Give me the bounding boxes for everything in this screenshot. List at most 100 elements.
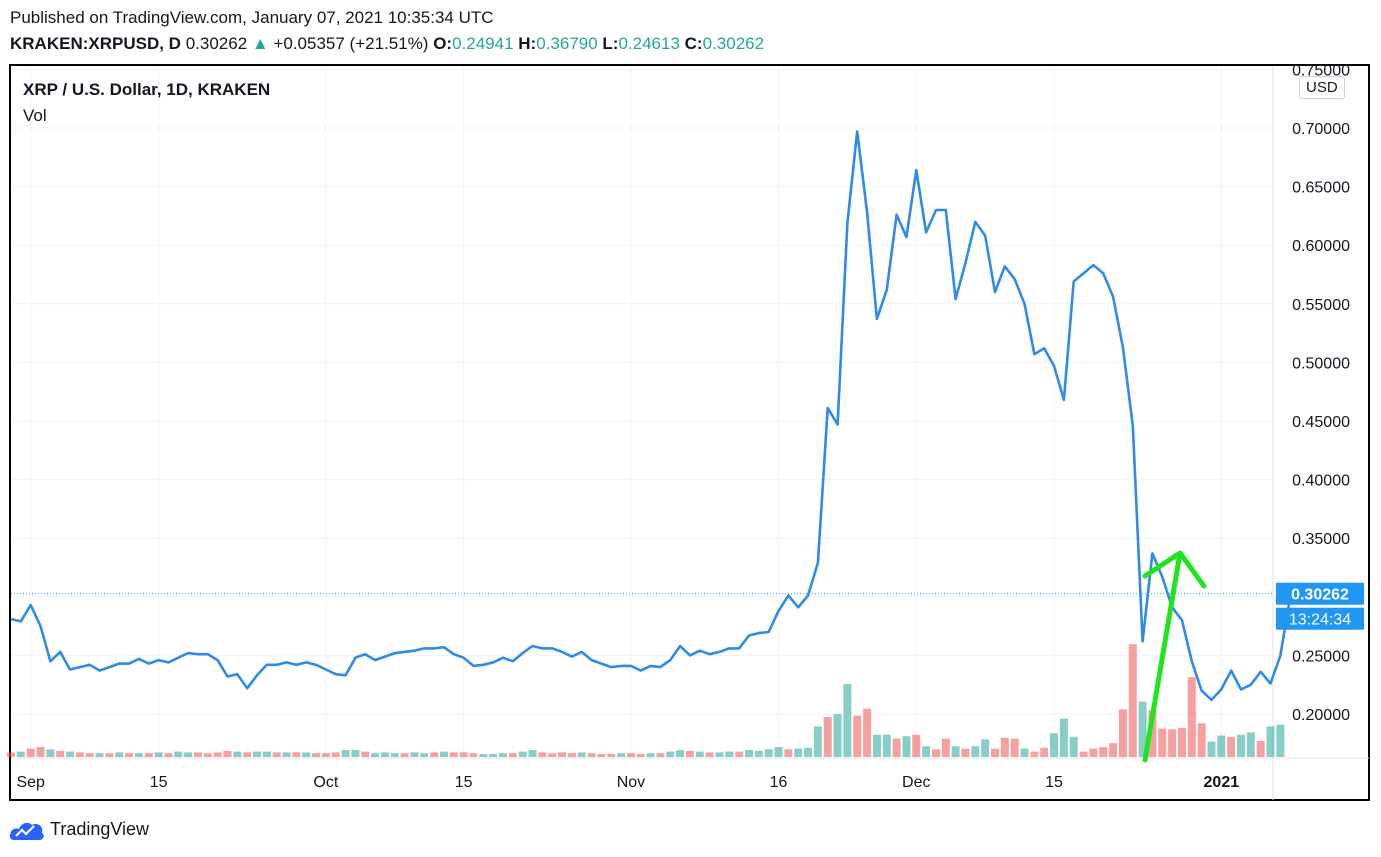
y-tick-label: 0.25000: [1292, 648, 1350, 665]
volume-bar: [685, 750, 694, 757]
volume-bar: [233, 751, 242, 757]
volume-bar: [479, 753, 488, 757]
volume-bar: [1276, 724, 1285, 757]
volume-bar: [36, 747, 45, 757]
brand-label: TradingView: [50, 818, 150, 839]
volume-bar: [410, 752, 419, 757]
high-value: 0.36790: [536, 34, 598, 53]
volume-bar: [794, 748, 803, 757]
volume-bar: [1118, 709, 1127, 757]
volume-bar: [105, 753, 114, 757]
volume-bar: [912, 734, 921, 757]
published-caption: Published on TradingView.com, January 07…: [10, 8, 494, 27]
volume-bar: [46, 749, 55, 757]
open-value: 0.24941: [452, 34, 514, 53]
volume-bar: [1227, 737, 1236, 757]
volume-bar: [1207, 741, 1216, 757]
y-tick-label: 0.65000: [1292, 180, 1350, 197]
volume-bar: [1099, 747, 1108, 757]
y-tick-label: 0.70000: [1292, 121, 1350, 138]
volume-bar: [1237, 734, 1245, 757]
volume-bar: [971, 746, 980, 757]
tradingview-brand[interactable]: TradingView: [8, 816, 149, 842]
x-tick-label: Dec: [902, 774, 930, 791]
volume-bar: [243, 752, 252, 757]
volume-bar: [705, 752, 714, 757]
volume-bar: [764, 749, 773, 757]
volume-bar: [1010, 738, 1019, 757]
volume-bar: [1256, 740, 1265, 757]
volume-bar: [193, 752, 202, 757]
volume-bar: [321, 753, 330, 757]
volume-legend[interactable]: Vol: [23, 106, 47, 125]
volume-bar: [420, 753, 429, 757]
volume-bar: [1020, 748, 1029, 757]
volume-bar: [95, 753, 104, 757]
volume-bar: [469, 753, 478, 757]
volume-bar: [1030, 751, 1039, 757]
y-tick-label: 0.20000: [1292, 707, 1350, 724]
volume-bar: [991, 748, 999, 757]
volume-bar: [7, 752, 15, 757]
volume-bar: [85, 753, 94, 757]
volume-bar: [499, 753, 507, 757]
y-tick-label: 0.50000: [1292, 355, 1350, 372]
chart-legend-title[interactable]: XRP / U.S. Dollar, 1D, KRAKEN: [23, 80, 271, 99]
volume-bar: [390, 753, 399, 757]
volume-bar: [1069, 737, 1078, 757]
volume-bar: [626, 753, 635, 757]
y-tick-label: 0.35000: [1292, 531, 1350, 548]
volume-bar: [351, 750, 360, 757]
price-change: +0.05357 (+21.51%): [273, 34, 429, 53]
volume-bar: [66, 751, 75, 757]
volume-bar: [548, 753, 557, 757]
volume-bar: [981, 739, 990, 757]
volume-bar: [1266, 726, 1275, 757]
volume-bar: [1109, 743, 1118, 757]
volume-bar: [902, 736, 911, 757]
annotation-arrow-head: [1142, 550, 1207, 589]
volume-bar: [617, 753, 626, 757]
volume-bar: [636, 753, 645, 757]
chart-frame[interactable]: [9, 64, 1370, 801]
up-triangle-icon: ▲: [251, 34, 269, 53]
y-tick-label: 0.60000: [1292, 238, 1350, 255]
volume-bar: [715, 752, 724, 757]
volume-bar: [341, 750, 350, 757]
volume-bar: [922, 746, 931, 757]
volume-bar: [1079, 751, 1088, 757]
volume-bar: [213, 752, 222, 757]
volume-bar: [1168, 729, 1177, 757]
volume-bar: [745, 750, 753, 757]
volume-bar: [735, 751, 744, 757]
volume-bar: [597, 753, 606, 757]
volume-bar: [754, 750, 763, 757]
volume-bar: [56, 750, 65, 757]
volume-bar: [144, 753, 153, 757]
volume-bar: [125, 753, 134, 757]
currency-badge[interactable]: USD: [1299, 76, 1345, 99]
volume-bar: [1177, 727, 1186, 757]
low-value: 0.24613: [618, 34, 680, 53]
x-tick-label: 16: [770, 774, 788, 791]
volume-bar: [646, 753, 655, 757]
volume-bar: [459, 752, 468, 757]
price-series-line: [10, 130, 1292, 702]
volume-bar: [371, 753, 380, 757]
volume-bar: [656, 753, 665, 757]
volume-bar: [184, 752, 193, 757]
countdown-box: [1276, 607, 1364, 630]
x-tick-label: 15: [1045, 774, 1063, 791]
volume-bar: [587, 753, 596, 757]
volume-bar: [26, 748, 35, 757]
volume-bar: [941, 738, 950, 757]
tradingview-logo-icon: [10, 822, 44, 840]
volume-bar: [567, 753, 576, 757]
volume-bar: [804, 747, 813, 757]
volume-bar: [1059, 718, 1068, 757]
volume-bar: [75, 752, 84, 757]
volume-bar: [823, 717, 832, 757]
volume-bar: [853, 715, 862, 757]
volume-bar: [833, 713, 842, 757]
